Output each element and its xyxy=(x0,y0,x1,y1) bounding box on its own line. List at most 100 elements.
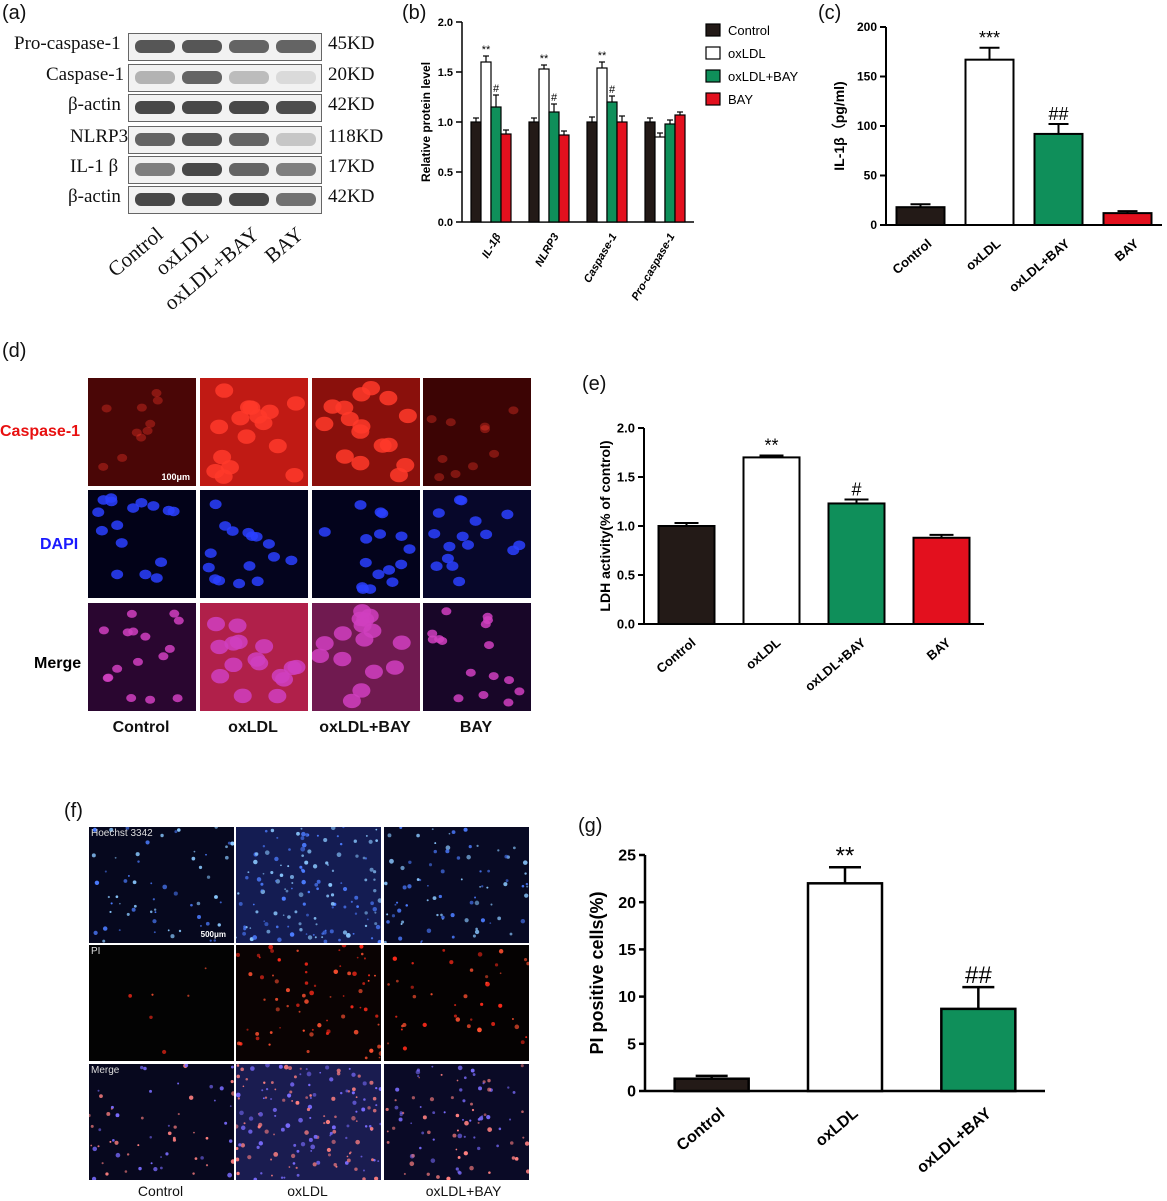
significance-label: ** xyxy=(598,50,607,62)
cell-dot xyxy=(105,1172,109,1176)
cell-dot xyxy=(101,1162,104,1165)
cell-dot xyxy=(197,914,202,919)
blot-row-label: IL-1 β xyxy=(70,156,119,177)
x-category-label: oxLDL xyxy=(813,1105,862,1150)
cell-dot xyxy=(268,945,274,950)
cell-nucleus xyxy=(98,626,109,635)
blot-row-label: β-actin xyxy=(68,186,121,207)
micrograph-cells xyxy=(236,945,381,1060)
x-category-label: Pro-caspase-1 xyxy=(630,232,678,303)
cell-dot xyxy=(454,1003,457,1007)
cell-dot xyxy=(341,945,347,948)
cell-dot xyxy=(514,1024,520,1030)
cell-dot xyxy=(310,1144,316,1150)
cell-dot xyxy=(107,895,110,899)
cell-dot xyxy=(419,1146,422,1150)
cell-dot xyxy=(512,846,516,850)
cell-dot xyxy=(270,1158,273,1161)
cell-dot xyxy=(299,865,303,869)
cell-dot xyxy=(205,853,207,856)
cell-dot xyxy=(403,1172,406,1175)
cell-dot xyxy=(92,827,97,832)
cell-nucleus xyxy=(333,626,352,641)
bar xyxy=(558,134,570,223)
cell-dot xyxy=(188,1095,194,1100)
cell-nucleus xyxy=(453,694,464,703)
legend-swatch xyxy=(705,69,721,83)
micrograph-cells xyxy=(206,383,305,484)
cell-nucleus xyxy=(507,545,520,556)
cell-dot xyxy=(363,957,366,960)
cell-dot xyxy=(339,842,343,846)
bar xyxy=(548,111,560,223)
cell-dot xyxy=(496,1144,499,1148)
cell-dot xyxy=(472,934,476,938)
cell-dot xyxy=(283,1176,286,1179)
cell-dot xyxy=(307,849,312,854)
y-tick-label: 100 xyxy=(857,119,877,133)
cell-dot xyxy=(375,828,378,831)
cell-nucleus xyxy=(443,541,456,552)
cell-dot xyxy=(219,901,222,904)
cell-nucleus xyxy=(122,628,133,637)
cell-dot xyxy=(290,1153,296,1159)
cell-dot xyxy=(264,850,270,855)
cell-dot xyxy=(345,1089,349,1093)
cell-dot xyxy=(92,1146,98,1152)
cell-dot xyxy=(288,848,291,851)
y-tick-label: 0.0 xyxy=(438,217,453,229)
cell-dot xyxy=(316,879,321,884)
cell-dot xyxy=(323,838,328,843)
cell-dot xyxy=(205,1136,209,1140)
cell-dot xyxy=(91,1176,97,1180)
cell-dot xyxy=(343,886,348,892)
cell-dot xyxy=(123,879,128,883)
cell-dot xyxy=(457,1170,461,1174)
bar xyxy=(664,123,676,223)
cell-dot xyxy=(520,1064,524,1068)
cell-nucleus xyxy=(111,569,124,580)
cell-dot xyxy=(355,1139,360,1145)
cell-nucleus xyxy=(98,462,109,471)
cell-nucleus xyxy=(210,419,229,435)
cell-dot xyxy=(307,834,310,837)
cell-dot xyxy=(469,900,474,905)
cell-nucleus xyxy=(162,505,175,516)
cell-dot xyxy=(90,1144,93,1147)
cell-dot xyxy=(386,920,390,924)
cell-dot xyxy=(485,975,489,979)
cell-nucleus xyxy=(229,634,248,650)
cell-dot xyxy=(162,1049,167,1055)
cell-dot xyxy=(464,918,469,923)
cell-dot xyxy=(262,1097,265,1100)
cell-dot xyxy=(463,1076,467,1080)
cell-dot xyxy=(377,898,381,903)
cell-dot xyxy=(194,1157,198,1160)
cell-dot xyxy=(499,972,502,975)
cell-dot xyxy=(483,1113,487,1117)
cell-dot xyxy=(462,1118,464,1121)
cell-dot xyxy=(394,1105,399,1110)
cell-dot xyxy=(300,836,305,841)
cell-dot xyxy=(372,906,378,912)
cell-dot xyxy=(206,875,211,879)
cell-dot xyxy=(274,856,279,862)
cell-dot xyxy=(255,910,259,914)
micrograph-row-label: Hoechst 3342 xyxy=(91,828,153,839)
cell-dot xyxy=(352,1087,356,1092)
significance-label: ## xyxy=(1048,104,1068,124)
blot-lane-label: BAY xyxy=(259,222,308,268)
cell-nucleus xyxy=(379,390,398,406)
cell-dot xyxy=(457,1155,461,1159)
cell-dot xyxy=(362,1169,365,1172)
cell-nucleus xyxy=(333,651,352,667)
cell-dot xyxy=(258,956,261,959)
significance-label: # xyxy=(551,92,558,104)
cell-dot xyxy=(231,1091,234,1096)
cell-nucleus xyxy=(352,683,371,698)
cell-dot xyxy=(341,1014,346,1019)
cell-dot xyxy=(304,999,309,1004)
micrograph-cells xyxy=(312,604,411,709)
cell-dot xyxy=(137,860,140,863)
cell-dot xyxy=(427,1130,431,1135)
